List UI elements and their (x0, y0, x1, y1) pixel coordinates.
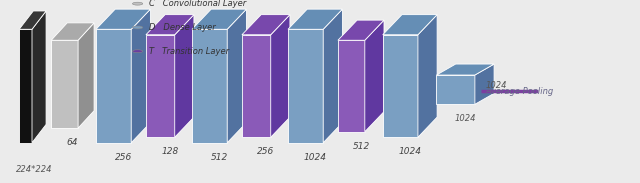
Polygon shape (365, 20, 384, 132)
Text: 1024: 1024 (454, 114, 476, 123)
Text: 224*224: 224*224 (16, 165, 52, 174)
Text: 256: 256 (257, 147, 275, 156)
Polygon shape (32, 11, 46, 143)
Text: 64: 64 (67, 138, 78, 147)
Text: 128: 128 (161, 147, 179, 156)
Polygon shape (288, 9, 342, 29)
Polygon shape (383, 35, 418, 137)
Polygon shape (51, 40, 78, 128)
Text: 512: 512 (353, 142, 369, 151)
Circle shape (132, 2, 143, 5)
Polygon shape (96, 9, 150, 29)
Polygon shape (242, 35, 271, 137)
Text: Average Pooling: Average Pooling (485, 87, 554, 96)
Polygon shape (78, 23, 94, 128)
Polygon shape (192, 29, 227, 143)
Polygon shape (338, 40, 365, 132)
Circle shape (132, 50, 143, 53)
Text: 256: 256 (115, 153, 132, 162)
Polygon shape (436, 64, 494, 75)
Polygon shape (475, 64, 494, 104)
Text: D   Dense Layer: D Dense Layer (149, 23, 216, 32)
Polygon shape (96, 29, 131, 143)
Polygon shape (383, 15, 437, 35)
Polygon shape (19, 29, 32, 143)
Polygon shape (323, 9, 342, 143)
Polygon shape (192, 9, 246, 29)
Text: 1024: 1024 (304, 153, 326, 162)
Polygon shape (271, 15, 290, 137)
Polygon shape (288, 29, 323, 143)
Text: 512: 512 (211, 153, 228, 162)
Polygon shape (338, 20, 384, 40)
Text: 1024: 1024 (485, 81, 507, 90)
Polygon shape (436, 75, 475, 104)
Polygon shape (242, 15, 290, 35)
Text: T   Transition Layer: T Transition Layer (149, 47, 229, 56)
Polygon shape (131, 9, 150, 143)
Text: C   Convolutional Layer: C Convolutional Layer (149, 0, 246, 8)
Text: 1024: 1024 (399, 147, 421, 156)
Polygon shape (227, 9, 246, 143)
Polygon shape (51, 23, 94, 40)
Polygon shape (146, 15, 194, 35)
Polygon shape (146, 35, 175, 137)
Circle shape (132, 26, 143, 29)
Polygon shape (418, 15, 437, 137)
Polygon shape (175, 15, 194, 137)
Polygon shape (19, 11, 46, 29)
